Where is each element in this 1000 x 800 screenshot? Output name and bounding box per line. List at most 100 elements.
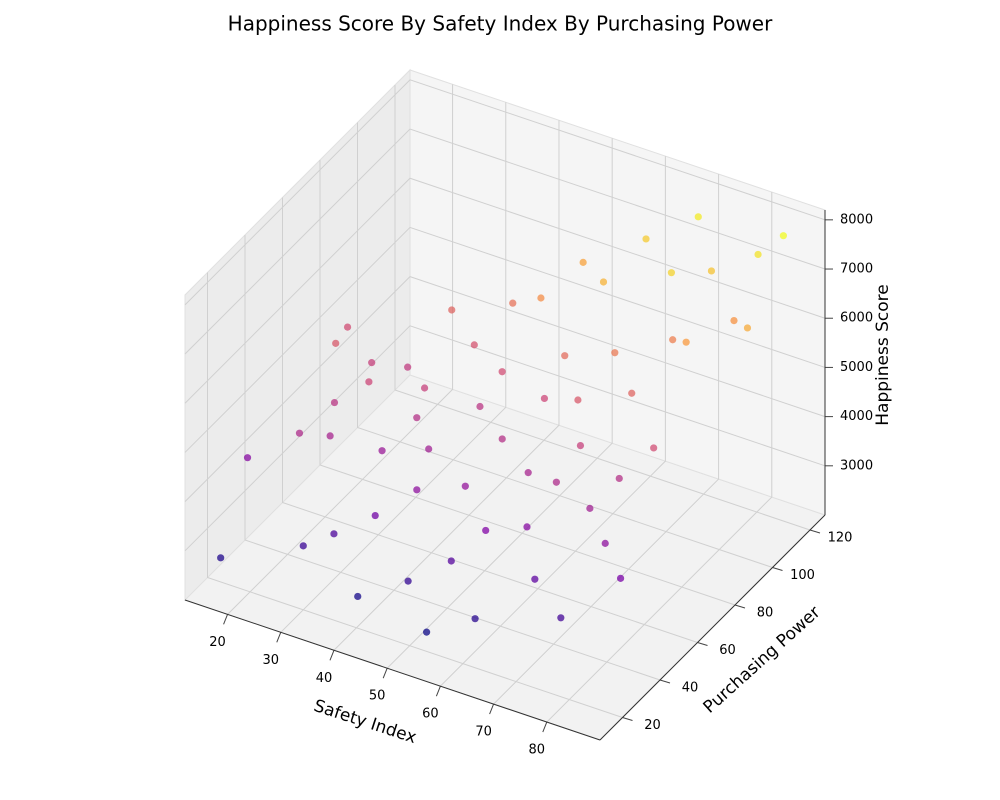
x-tick	[329, 650, 335, 661]
point	[509, 299, 517, 307]
x-tick-label: 50	[369, 689, 386, 704]
grid-line	[546, 192, 773, 723]
point	[420, 384, 429, 392]
z-tick-label: 6000	[840, 311, 873, 326]
y-tick-label: 20	[644, 718, 661, 733]
y-tick-label: 40	[682, 681, 699, 696]
point	[371, 511, 379, 520]
grid-line	[386, 138, 613, 669]
grid-line	[244, 235, 661, 681]
point	[368, 359, 376, 367]
point	[476, 402, 484, 411]
point	[448, 306, 456, 314]
grid-line	[440, 156, 666, 687]
y-tick	[734, 604, 746, 609]
point	[579, 258, 587, 266]
point	[295, 429, 304, 437]
point	[616, 574, 625, 582]
grid-line	[333, 120, 560, 651]
grid-line	[357, 122, 773, 568]
y-tick	[697, 642, 708, 646]
point	[404, 363, 412, 371]
point	[615, 474, 623, 483]
point	[332, 339, 340, 347]
y-tick	[809, 529, 821, 534]
y-tick-label: 100	[790, 568, 815, 583]
chart-title: Happiness Score By Safety Index By Purch…	[228, 12, 773, 36]
point	[413, 486, 421, 494]
y-tick-label: 80	[757, 606, 774, 621]
point	[561, 352, 569, 360]
grid-line	[184, 79, 826, 306]
grid-line	[394, 85, 811, 531]
point	[413, 414, 421, 422]
point	[611, 349, 619, 357]
grid-line	[280, 102, 507, 633]
point	[524, 469, 532, 477]
point	[669, 336, 677, 344]
x-tick	[223, 614, 229, 625]
z-tick-label: 3000	[840, 458, 873, 473]
grid-line	[184, 128, 826, 355]
point	[461, 482, 469, 490]
point	[730, 317, 738, 325]
point	[243, 454, 252, 462]
grid-line	[493, 174, 720, 705]
point	[601, 539, 609, 547]
x-tick-label: 40	[316, 671, 333, 686]
x-tick-label: 80	[529, 743, 546, 758]
point	[423, 628, 431, 636]
point	[378, 447, 386, 455]
point	[557, 614, 565, 622]
point	[650, 444, 658, 452]
point	[470, 341, 478, 349]
point	[642, 235, 650, 243]
y-tick	[622, 717, 633, 721]
y-tick	[659, 679, 671, 684]
x-tick	[542, 721, 548, 733]
point	[447, 557, 455, 565]
point	[404, 577, 412, 585]
z-tick-label: 4000	[840, 409, 873, 424]
side-pane	[184, 68, 411, 602]
point	[694, 213, 702, 221]
point	[779, 232, 787, 240]
point	[576, 441, 585, 450]
point	[425, 445, 433, 453]
x-tick	[276, 632, 282, 643]
y-axis-line	[599, 514, 826, 741]
point	[482, 526, 490, 535]
z-tick-label: 7000	[840, 262, 873, 277]
point	[343, 323, 352, 331]
point	[537, 294, 545, 302]
z-tick-label: 5000	[840, 360, 873, 375]
x-tick-label: 60	[422, 707, 439, 722]
point	[552, 478, 560, 486]
point	[498, 368, 506, 376]
grid-line	[184, 325, 826, 552]
point	[628, 389, 636, 397]
point	[365, 378, 373, 386]
x-tick-label: 70	[475, 725, 492, 740]
z-tick-label: 8000	[840, 212, 873, 227]
point	[540, 394, 549, 403]
point	[330, 530, 338, 538]
x-axis-line	[184, 599, 601, 741]
x-tick-label: 30	[262, 653, 279, 668]
y-tick-label: 120	[828, 531, 853, 546]
point	[586, 504, 594, 512]
grid-line	[184, 177, 826, 404]
grid-line	[319, 160, 736, 606]
point	[743, 324, 752, 332]
point	[667, 269, 676, 277]
x-axis-title: Safety Index	[311, 696, 419, 748]
grid-line	[207, 272, 623, 718]
point	[498, 435, 506, 443]
point	[326, 432, 334, 440]
x-tick	[435, 685, 441, 697]
point	[531, 575, 539, 583]
point	[599, 278, 608, 286]
y-tick-label: 60	[719, 643, 736, 658]
point	[574, 396, 582, 404]
